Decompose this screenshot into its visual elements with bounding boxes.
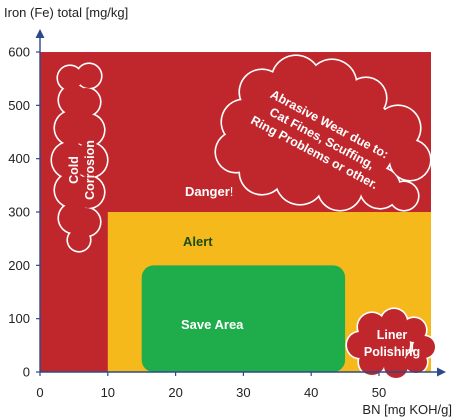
cloud-liner-polishing-puff: [370, 324, 410, 364]
x-tick-label: 20: [168, 385, 182, 400]
cloud-label-cold-corrosion: Cold Corrosion: [67, 140, 97, 200]
cloud-abrasive-wear-puff: [304, 94, 396, 186]
cloud-cold-corrosion: [50, 62, 109, 253]
y-tick-label: 300: [8, 205, 30, 220]
x-axis-title: BN [mg KOH/g]: [362, 402, 452, 417]
x-tick-label: 30: [236, 385, 250, 400]
x-tick-label: 40: [304, 385, 318, 400]
cloud-cold-corrosion-puff: [72, 114, 104, 146]
cloud-cold-corrosion-puff: [73, 143, 107, 177]
y-axis-arrow: [35, 29, 45, 38]
cloud-abrasive-wear: [214, 54, 432, 212]
cloud-label-liner-polishing-line: Liner: [377, 328, 408, 342]
x-tick-label: 0: [36, 385, 43, 400]
x-tick-label: 10: [101, 385, 115, 400]
cloud-cold-corrosion-puff: [72, 88, 100, 116]
cloud-liner-polishing: [345, 307, 437, 380]
zone-label-save-area: Save Area: [181, 317, 244, 332]
x-tick-label: 50: [372, 385, 386, 400]
zone-label-danger-text: Danger: [185, 184, 230, 199]
cloud-label-cold-corrosion-line: Corrosion: [83, 140, 97, 200]
zone-save-area: [141, 265, 346, 372]
cloud-liner-polishing-puff: [405, 351, 427, 373]
zone-label-danger-suffix: !: [230, 184, 234, 199]
cloud-abrasive-wear-puff: [390, 140, 430, 180]
cloud-cold-corrosion-puff: [58, 66, 82, 90]
cloud-abrasive-wear-puff: [390, 182, 418, 210]
zone-label-alert: Alert: [183, 234, 213, 249]
cloud-cold-corrosion-puff: [77, 64, 101, 88]
x-axis-arrow: [437, 367, 446, 377]
cloud-cold-corrosion-puff: [68, 229, 90, 251]
y-tick-label: 400: [8, 151, 30, 166]
cloud-cold-corrosion-puff: [72, 176, 104, 208]
y-tick-label: 0: [23, 365, 30, 380]
y-tick-label: 200: [8, 258, 30, 273]
y-axis-title: Iron (Fe) total [mg/kg]: [4, 5, 128, 20]
y-tick-label: 600: [8, 45, 30, 60]
cloud-label-liner-polishing: Liner Polishing: [364, 328, 420, 359]
y-tick-label: 100: [8, 311, 30, 326]
y-tick-label: 500: [8, 98, 30, 113]
cloud-label-cold-corrosion-line: Cold: [67, 156, 81, 184]
cloud-label-liner-polishing-line: Polishing: [364, 345, 420, 359]
zone-label-danger: Danger!: [185, 184, 233, 199]
